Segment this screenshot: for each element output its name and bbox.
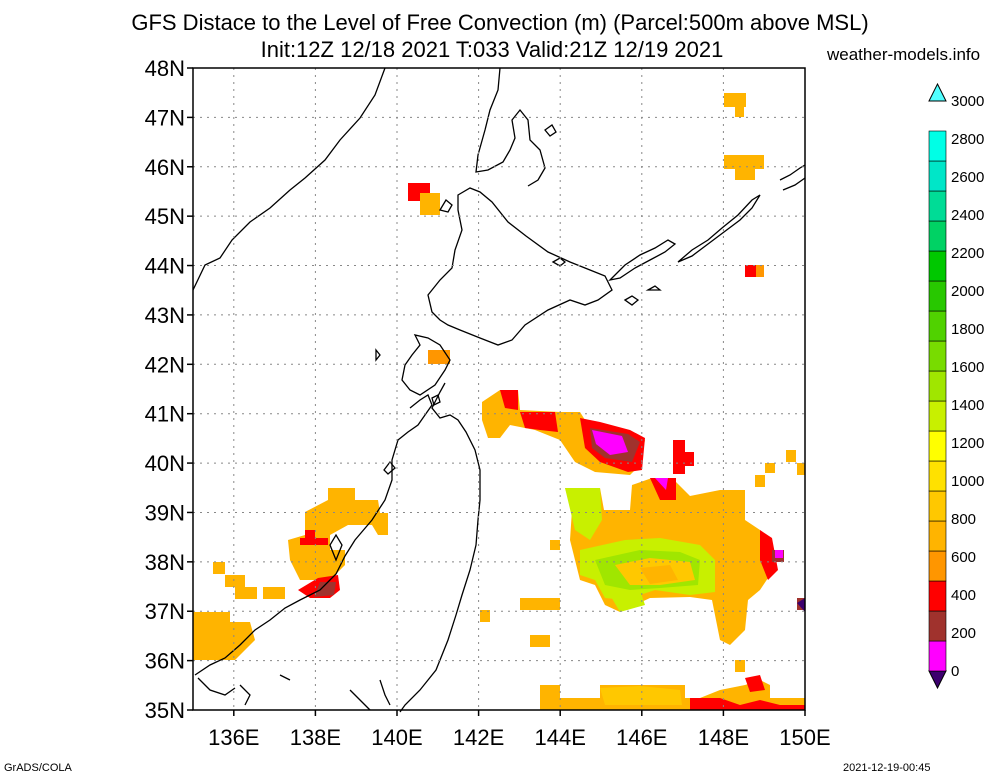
colorbar-label: 2800 — [951, 131, 984, 148]
colorbar-label: 200 — [951, 625, 976, 642]
colorbar-swatch — [928, 220, 947, 252]
lat-tick-label: 42N — [145, 352, 185, 377]
colorbar-label: 2000 — [951, 283, 984, 300]
colorbar-label: 2600 — [951, 169, 984, 186]
colorbar-low-arrow — [928, 670, 947, 690]
lat-tick-label: 35N — [145, 698, 185, 723]
colorbar-label: 1400 — [951, 397, 984, 414]
colorbar-swatch — [928, 490, 947, 522]
lon-tick-label: 136E — [208, 725, 259, 750]
lat-tick-label: 38N — [145, 550, 185, 575]
colorbar-label: 3000 — [951, 93, 984, 110]
colorbar-label: 2200 — [951, 245, 984, 262]
lat-tick-label: 44N — [145, 254, 185, 279]
map-subtitle: Init:12Z 12/18 2021 T:033 Valid:21Z 12/1… — [260, 37, 724, 62]
colorbar-swatch — [928, 430, 947, 462]
colorbar-swatch — [928, 160, 947, 192]
software-credit: GrADS/COLA — [4, 762, 72, 774]
lat-tick-label: 39N — [145, 500, 185, 525]
lat-tick-label: 48N — [145, 56, 185, 81]
map-frame — [192, 67, 806, 711]
colorbar-label: 1800 — [951, 321, 984, 338]
coastline-layer — [192, 67, 806, 713]
map-title: GFS Distace to the Level of Free Convect… — [131, 10, 869, 35]
lat-tick-label: 47N — [145, 105, 185, 130]
colorbar-high-arrow — [928, 82, 947, 102]
colorbar-label: 1600 — [951, 359, 984, 376]
lat-tick-label: 45N — [145, 204, 185, 229]
lat-tick-label: 43N — [145, 303, 185, 328]
lon-tick-label: 140E — [371, 725, 422, 750]
lat-tick-label: 46N — [145, 155, 185, 180]
lon-tick-label: 148E — [698, 725, 749, 750]
generation-timestamp: 2021-12-19-00:45 — [843, 762, 931, 774]
colorbar-swatch — [928, 550, 947, 582]
colorbar-swatch — [928, 130, 947, 162]
colorbar-swatch — [928, 640, 947, 672]
colorbar-swatch — [928, 250, 947, 282]
colorbar-swatch — [928, 520, 947, 552]
colorbar-swatch — [928, 370, 947, 402]
lon-tick-label: 142E — [453, 725, 504, 750]
colorbar-swatch — [928, 340, 947, 372]
site-credit: weather-models.info — [827, 45, 981, 64]
colorbar-label: 400 — [951, 587, 976, 604]
lon-tick-label: 144E — [535, 725, 586, 750]
lat-tick-label: 37N — [145, 599, 185, 624]
lon-tick-label: 146E — [616, 725, 667, 750]
colorbar-label: 800 — [951, 511, 976, 528]
lat-tick-label: 36N — [145, 649, 185, 674]
colorbar-swatch — [928, 280, 947, 312]
colorbar-label: 1200 — [951, 435, 984, 452]
colorbar-label: 2400 — [951, 207, 984, 224]
longitude-tick-labels: 136E 138E 140E 142E 144E 146E 148E 150E — [208, 725, 831, 750]
colorbar-label: 1000 — [951, 473, 984, 490]
field-layer — [193, 93, 805, 710]
colorbar-swatch — [928, 610, 947, 642]
gridlines — [187, 67, 806, 716]
colorbar-swatch — [928, 190, 947, 222]
lon-tick-label: 150E — [779, 725, 830, 750]
colorbar-swatch — [928, 460, 947, 492]
colorbar-label: 0 — [951, 663, 959, 680]
colorbar-label: 600 — [951, 549, 976, 566]
latitude-tick-labels: 35N 36N 37N 38N 39N 40N 41N 42N 43N 44N 45N 46N 47N 4… — [145, 56, 185, 723]
colorbar: 0 200 400 600 800 1000 1200 1400 1600 1800 2000 220… — [928, 82, 984, 690]
colorbar-swatch — [928, 580, 947, 612]
lon-tick-label: 138E — [290, 725, 341, 750]
colorbar-swatch — [928, 310, 947, 342]
colorbar-swatch — [928, 400, 947, 432]
lat-tick-label: 41N — [145, 402, 185, 427]
lat-tick-label: 40N — [145, 451, 185, 476]
